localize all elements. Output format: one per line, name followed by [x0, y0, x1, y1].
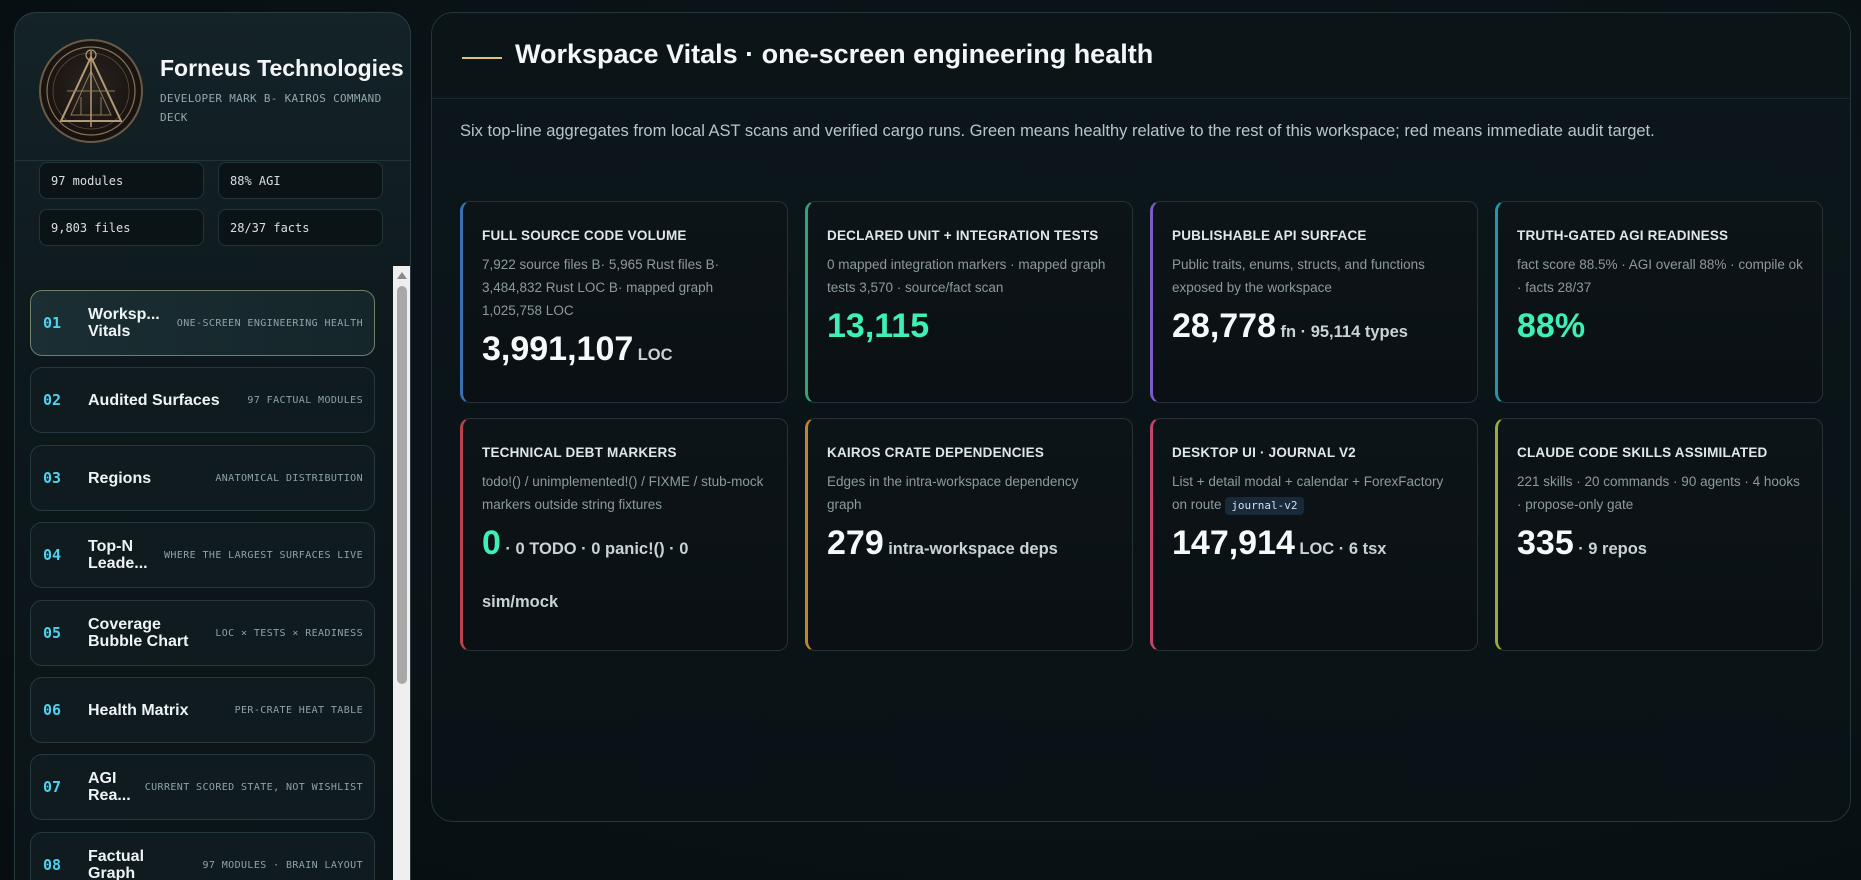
card-metric: 28,778 [1172, 307, 1276, 345]
card-description: 7,922 source files B· 5,965 Rust files B… [482, 257, 720, 318]
card-unit: fn · 95,114 types [1280, 323, 1408, 341]
stat-modules: 97 modules [39, 162, 204, 199]
nav-number: 07 [43, 778, 62, 796]
nav-title: AGI Rea... [88, 770, 131, 804]
card-metric: 279 [827, 524, 884, 562]
brand-subtitle: DEVELOPER MARK B- KAIROS COMMAND DECK [160, 92, 382, 124]
nav-number: 03 [43, 469, 62, 487]
card-title: CLAUDE CODE SKILLS ASSIMILATED [1517, 445, 1768, 460]
card-source-volume: FULL SOURCE CODE VOLUME 7,922 source fil… [460, 201, 788, 403]
nav-title: Regions [88, 469, 152, 487]
card-unit: · 9 repos [1578, 540, 1647, 558]
brand-logo [39, 39, 143, 143]
nav-item-top-n-leaders[interactable]: 04 Top-N Leade... WHERE THE LARGEST SURF… [30, 522, 375, 588]
card-title: PUBLISHABLE API SURFACE [1172, 228, 1367, 243]
card-title: TRUTH-GATED AGI READINESS [1517, 228, 1729, 243]
nav-description: 97 MODULES · BRAIN LAYOUT [202, 859, 363, 871]
nav-number: 02 [43, 391, 62, 409]
card-value: 3,991,107 LOC [482, 330, 769, 375]
nav-item-factual-graph[interactable]: 08 Factual Graph 97 MODULES · BRAIN LAYO… [30, 832, 375, 880]
card-description: 221 skills · 20 commands · 90 agents · 4… [1517, 474, 1800, 512]
nav-title: Audited Surfaces [88, 391, 220, 409]
nav-item-regions[interactable]: 03 Regions ANATOMICAL DISTRIBUTION [30, 445, 375, 511]
card-title: FULL SOURCE CODE VOLUME [482, 228, 687, 243]
nav-title: Health Matrix [88, 701, 189, 719]
card-metric: 88% [1517, 307, 1586, 345]
intro-text: Six top-line aggregates from local AST s… [460, 122, 1655, 140]
card-tests: DECLARED UNIT + INTEGRATION TESTS 0 mapp… [805, 201, 1133, 403]
card-extra: sim/mock [482, 593, 559, 611]
nav-number: 01 [43, 314, 62, 332]
page-title: Workspace Vitals · one-screen engineerin… [515, 39, 1154, 69]
card-title: DECLARED UNIT + INTEGRATION TESTS [827, 228, 1099, 243]
route-tag: journal-v2 [1225, 497, 1304, 515]
card-value: 335 · 9 repos [1517, 524, 1804, 569]
card-agi-readiness: TRUTH-GATED AGI READINESS fact score 88.… [1495, 201, 1823, 403]
card-value: 147,914 LOC · 6 tsx [1172, 524, 1459, 569]
sidebar-scrollbar[interactable] [393, 266, 410, 880]
card-value: 0 · 0 TODO · 0 panic!() · 0 [482, 524, 769, 569]
nav-description: PER-CRATE HEAT TABLE [234, 704, 363, 716]
card-title: TECHNICAL DEBT MARKERS [482, 445, 677, 460]
nav-description: WHERE THE LARGEST SURFACES LIVE [163, 549, 363, 561]
card-unit: LOC [637, 346, 673, 364]
card-description: Public traits, enums, structs, and funct… [1172, 257, 1425, 295]
nav-item-workspace-vitals[interactable]: 01 Worksp... Vitals ONE-SCREEN ENGINEERI… [30, 290, 375, 356]
card-value: 279 intra-workspace deps [827, 524, 1114, 569]
sidebar: Forneus Technologies DEVELOPER MARK B- K… [14, 12, 411, 880]
card-description: todo!() / unimplemented!() / FIXME / stu… [482, 474, 764, 512]
stat-files: 9,803 files [39, 209, 204, 246]
stat-facts: 28/37 facts [218, 209, 383, 246]
nav-number: 05 [43, 624, 62, 642]
nav-item-audited-surfaces[interactable]: 02 Audited Surfaces 97 FACTUAL MODULES [30, 367, 375, 433]
nav-item-health-matrix[interactable]: 06 Health Matrix PER-CRATE HEAT TABLE [30, 677, 375, 743]
nav-description: CURRENT SCORED STATE, NOT WISHLIST [144, 781, 363, 793]
scroll-up-arrow-icon[interactable] [397, 272, 407, 279]
brand-header: Forneus Technologies DEVELOPER MARK B- K… [15, 13, 410, 161]
nav-description: LOC × TESTS × READINESS [215, 627, 363, 639]
card-value: 13,115 [827, 307, 1114, 352]
nav-description: 97 FACTUAL MODULES [247, 394, 363, 406]
card-metric: 13,115 [827, 307, 930, 345]
card-value: 88% [1517, 307, 1804, 352]
nav-title: Top-N Leade... [88, 538, 148, 572]
nav-number: 04 [43, 546, 62, 564]
card-metric: 3,991,107 [482, 330, 634, 368]
nav-description: ONE-SCREEN ENGINEERING HEALTH [176, 317, 363, 329]
card-claude-skills: CLAUDE CODE SKILLS ASSIMILATED 221 skill… [1495, 418, 1823, 651]
nav-description: ANATOMICAL DISTRIBUTION [215, 472, 363, 484]
card-description: List + detail modal + calendar + ForexFa… [1172, 470, 1459, 516]
nav-number: 08 [43, 856, 62, 874]
card-api-surface: PUBLISHABLE API SURFACE Public traits, e… [1150, 201, 1478, 403]
card-desktop-ui: DESKTOP UI · JOURNAL V2 List + detail mo… [1150, 418, 1478, 651]
title-accent-line [462, 57, 502, 59]
nav-title: Coverage Bubble Chart [88, 616, 189, 650]
card-metric: 0 [482, 524, 501, 562]
card-description: 0 mapped integration markers · mapped gr… [827, 257, 1106, 295]
main-panel: Workspace Vitals · one-screen engineerin… [431, 12, 1851, 822]
card-value: 28,778 fn · 95,114 types [1172, 307, 1459, 352]
nav-title: Factual Graph [88, 848, 145, 880]
card-metric: 147,914 [1172, 524, 1295, 562]
card-technical-debt: TECHNICAL DEBT MARKERS todo!() / unimple… [460, 418, 788, 651]
stat-agi: 88% AGI [218, 162, 383, 199]
card-description-text: List + detail modal + calendar + ForexFa… [1172, 474, 1444, 512]
card-unit: · 0 TODO · 0 panic!() · 0 [505, 540, 689, 558]
nav-item-coverage-bubble-chart[interactable]: 05 Coverage Bubble Chart LOC × TESTS × R… [30, 600, 375, 666]
card-description: fact score 88.5% · AGI overall 88% · com… [1517, 257, 1803, 295]
nav-title: Worksp... Vitals [88, 306, 160, 340]
section-nav: 01 Worksp... Vitals ONE-SCREEN ENGINEERI… [15, 266, 395, 880]
nav-item-agi-readiness[interactable]: 07 AGI Rea... CURRENT SCORED STATE, NOT … [30, 754, 375, 820]
card-metric: 335 [1517, 524, 1574, 562]
main-header: Workspace Vitals · one-screen engineerin… [432, 13, 1850, 99]
card-description: Edges in the intra-workspace dependency … [827, 474, 1079, 512]
card-title: KAIROS CRATE DEPENDENCIES [827, 445, 1045, 460]
card-crate-dependencies: KAIROS CRATE DEPENDENCIES Edges in the i… [805, 418, 1133, 651]
nav-number: 06 [43, 701, 62, 719]
brand-name: Forneus Technologies [160, 55, 404, 81]
card-title: DESKTOP UI · JOURNAL V2 [1172, 445, 1356, 460]
card-unit: intra-workspace deps [888, 540, 1058, 558]
scroll-thumb[interactable] [397, 286, 407, 684]
card-unit: LOC · 6 tsx [1299, 540, 1387, 558]
